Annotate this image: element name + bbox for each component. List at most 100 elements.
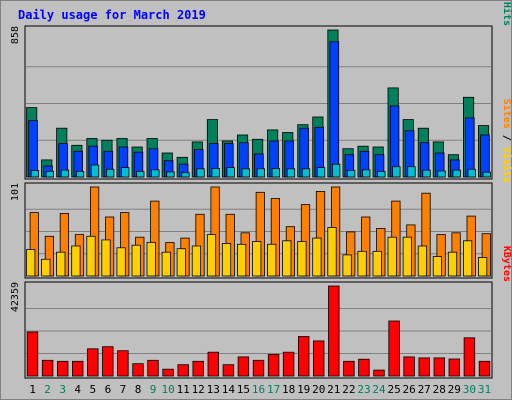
bar-kbytes-day-14 bbox=[222, 364, 235, 377]
bar-pages-day-17 bbox=[271, 167, 281, 178]
chart-title: Daily usage for March 2019 bbox=[18, 8, 206, 22]
bar-visits-day-18 bbox=[282, 240, 292, 277]
bar-kbytes-day-29 bbox=[448, 358, 461, 377]
bar-visits-day-2 bbox=[41, 258, 51, 277]
bar-pages-day-23 bbox=[362, 169, 371, 178]
bar-pages-day-3 bbox=[60, 169, 70, 178]
x-tick-label: 19 bbox=[297, 383, 310, 396]
x-tick-label: 23 bbox=[357, 383, 370, 396]
bar-kbytes-day-1 bbox=[26, 331, 39, 377]
x-tick-label: 16 bbox=[252, 383, 265, 396]
y-max-label: 101 bbox=[10, 183, 21, 201]
legend-entry: / bbox=[501, 0, 512, 2]
bar-pages-day-29 bbox=[452, 169, 461, 178]
bar-kbytes-day-10 bbox=[162, 368, 174, 377]
bar-visits-day-30 bbox=[462, 240, 473, 277]
bar-visits-day-28 bbox=[432, 256, 443, 277]
bar-visits-day-25 bbox=[387, 236, 397, 277]
bar-visits-day-19 bbox=[297, 241, 307, 277]
bar-kbytes-day-11 bbox=[177, 364, 189, 377]
bar-visits-day-16 bbox=[252, 241, 262, 277]
bar-visits-day-29 bbox=[447, 251, 458, 277]
bar-kbytes-day-26 bbox=[403, 356, 415, 377]
legend-entry: Visits bbox=[501, 147, 512, 183]
bar-visits-day-10 bbox=[161, 251, 171, 277]
bar-kbytes-day-21 bbox=[328, 285, 340, 377]
bar-visits-day-12 bbox=[191, 245, 201, 277]
bar-kbytes-day-15 bbox=[237, 356, 250, 377]
bar-files-day-21 bbox=[329, 41, 340, 178]
bar-visits-day-13 bbox=[206, 234, 217, 277]
bar-pages-day-31 bbox=[482, 171, 491, 178]
bar-pages-day-28 bbox=[437, 170, 446, 178]
bar-kbytes-day-23 bbox=[358, 358, 370, 377]
bar-visits-day-6 bbox=[101, 239, 111, 277]
bar-kbytes-day-22 bbox=[343, 360, 355, 377]
bar-files-day-31 bbox=[480, 134, 490, 178]
x-tick-label: 20 bbox=[312, 383, 325, 396]
x-tick-label: 22 bbox=[342, 383, 355, 396]
bar-kbytes-day-17 bbox=[267, 354, 280, 377]
bar-kbytes-day-20 bbox=[312, 340, 325, 377]
bar-pages-day-27 bbox=[422, 169, 431, 178]
bar-pages-day-21 bbox=[331, 163, 341, 178]
bar-pages-day-1 bbox=[30, 170, 40, 178]
legend-entry: KBytes bbox=[501, 246, 512, 282]
bar-pages-day-15 bbox=[241, 168, 250, 178]
bar-kbytes-day-7 bbox=[117, 350, 129, 377]
bar-visits-day-1 bbox=[26, 249, 36, 277]
x-tick-label: 28 bbox=[433, 383, 446, 396]
bar-files-day-1 bbox=[28, 120, 38, 178]
bar-kbytes-day-8 bbox=[132, 363, 144, 377]
bar-pages-day-8 bbox=[136, 171, 145, 178]
y-max-label: 858 bbox=[10, 26, 21, 44]
bar-visits-day-9 bbox=[146, 242, 156, 277]
panel-hits-files-pages: 858 Pages / Files / Hits bbox=[10, 0, 512, 180]
bar-visits-day-11 bbox=[176, 248, 186, 277]
bar-kbytes-day-9 bbox=[147, 359, 159, 377]
x-tick-label: 7 bbox=[120, 383, 127, 396]
bar-visits-day-15 bbox=[236, 243, 247, 277]
x-tick-label: 13 bbox=[207, 383, 220, 396]
bar-kbytes-day-5 bbox=[87, 348, 99, 377]
bar-pages-day-19 bbox=[301, 168, 311, 178]
x-tick-label: 24 bbox=[372, 383, 386, 396]
legend-kbytes: KBytes bbox=[501, 246, 512, 282]
x-tick-label: 2 bbox=[44, 383, 51, 396]
bar-pages-day-11 bbox=[181, 172, 190, 178]
x-tick-label: 30 bbox=[463, 383, 476, 396]
x-tick-label: 26 bbox=[402, 383, 415, 396]
x-tick-label: 1 bbox=[29, 383, 36, 396]
bar-visits-day-8 bbox=[131, 244, 141, 277]
bar-kbytes-day-6 bbox=[102, 346, 114, 377]
x-tick-label: 12 bbox=[192, 383, 205, 396]
bar-kbytes-day-3 bbox=[57, 360, 69, 377]
bar-pages-day-14 bbox=[226, 167, 235, 178]
panel-sites-visits: 101 Sites / Visits bbox=[10, 99, 512, 279]
bar-pages-day-12 bbox=[196, 168, 205, 178]
bar-visits-day-31 bbox=[477, 257, 488, 277]
bar-visits-day-23 bbox=[357, 250, 367, 277]
x-tick-label: 4 bbox=[74, 383, 81, 396]
bar-pages-day-18 bbox=[286, 168, 296, 178]
bar-kbytes-day-2 bbox=[41, 359, 54, 377]
bar-kbytes-day-30 bbox=[463, 337, 476, 377]
bar-pages-day-16 bbox=[256, 168, 266, 178]
x-tick-label: 3 bbox=[59, 383, 66, 396]
bar-kbytes-day-12 bbox=[192, 360, 204, 377]
bar-kbytes-day-13 bbox=[207, 351, 220, 377]
bar-kbytes-day-25 bbox=[388, 320, 400, 377]
bar-pages-day-10 bbox=[166, 171, 175, 178]
bar-pages-day-22 bbox=[346, 170, 356, 178]
y-max-label: 42359 bbox=[10, 282, 21, 312]
x-tick-label: 6 bbox=[105, 383, 112, 396]
bar-kbytes-day-4 bbox=[72, 360, 84, 377]
legend-entry: / bbox=[501, 129, 512, 147]
legend-hits-files-pages: Pages / Files / Hits bbox=[501, 0, 512, 26]
bar-pages-day-9 bbox=[151, 169, 160, 178]
x-tick-label: 10 bbox=[161, 383, 174, 396]
bar-pages-day-6 bbox=[106, 168, 115, 178]
x-tick-label: 14 bbox=[222, 383, 236, 396]
panel-kbytes: 42359 KBytes bbox=[10, 246, 512, 379]
